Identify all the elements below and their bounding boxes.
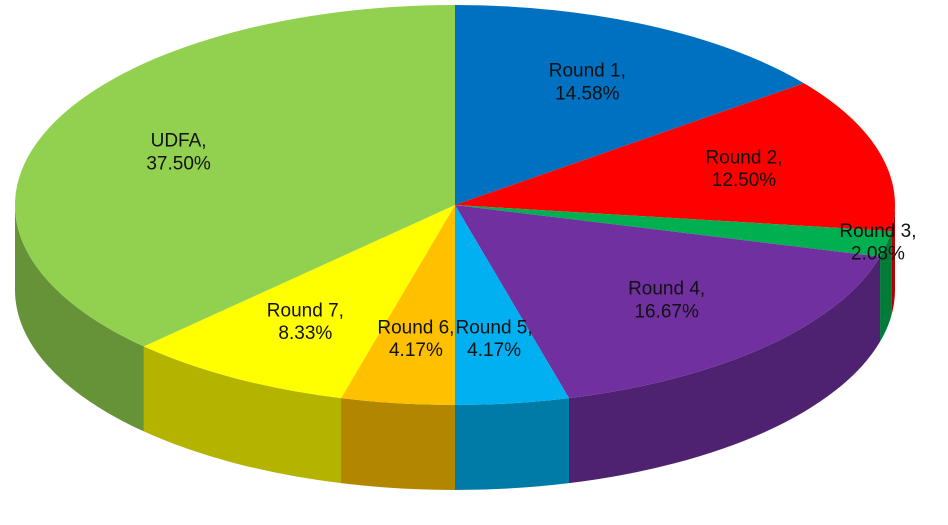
- value-label: 12.50%: [712, 170, 777, 191]
- slice-side: [455, 398, 569, 490]
- slice-side: [341, 398, 455, 490]
- slice: [455, 205, 881, 399]
- slice: [341, 205, 455, 405]
- category-label: Round 7,: [267, 300, 344, 321]
- value-label: 16.67%: [634, 302, 699, 323]
- category-label: UDFA,: [151, 131, 207, 152]
- value-label: 4.17%: [389, 340, 443, 361]
- slice-side: [15, 205, 144, 432]
- data-label: Round 3, 2.08%: [839, 221, 916, 265]
- category-label: Round 2,: [705, 147, 782, 168]
- value-label: 37.50%: [146, 153, 211, 174]
- slice-side: [880, 231, 892, 342]
- value-label: 14.58%: [555, 83, 620, 104]
- slice-side: [568, 256, 881, 484]
- data-label: Round 6, 4.17%: [377, 317, 454, 361]
- slice-side: [891, 205, 895, 317]
- data-label: Round 2, 12.50%: [705, 147, 782, 191]
- category-label: Round 3,: [839, 221, 916, 242]
- data-label: Round 4, 16.67%: [628, 279, 705, 323]
- category-label: Round 4,: [628, 279, 705, 300]
- data-label: Round 5, 4.17%: [456, 317, 533, 361]
- data-label: UDFA, 37.50%: [146, 131, 211, 175]
- slice: [15, 5, 456, 347]
- slice: [455, 205, 569, 405]
- category-label: Round 6,: [377, 317, 454, 338]
- slice: [455, 205, 892, 257]
- slice-side: [143, 346, 342, 484]
- category-label: Round 5,: [456, 317, 533, 338]
- data-label: Round 7, 8.33%: [267, 300, 344, 344]
- value-label: 2.08%: [851, 244, 905, 265]
- slice: [455, 5, 805, 205]
- data-label: Round 1, 14.58%: [549, 61, 626, 105]
- value-label: 4.17%: [467, 340, 521, 361]
- slice: [455, 83, 895, 232]
- value-label: 8.33%: [278, 323, 332, 344]
- category-label: Round 1,: [549, 61, 626, 82]
- slice: [143, 205, 455, 399]
